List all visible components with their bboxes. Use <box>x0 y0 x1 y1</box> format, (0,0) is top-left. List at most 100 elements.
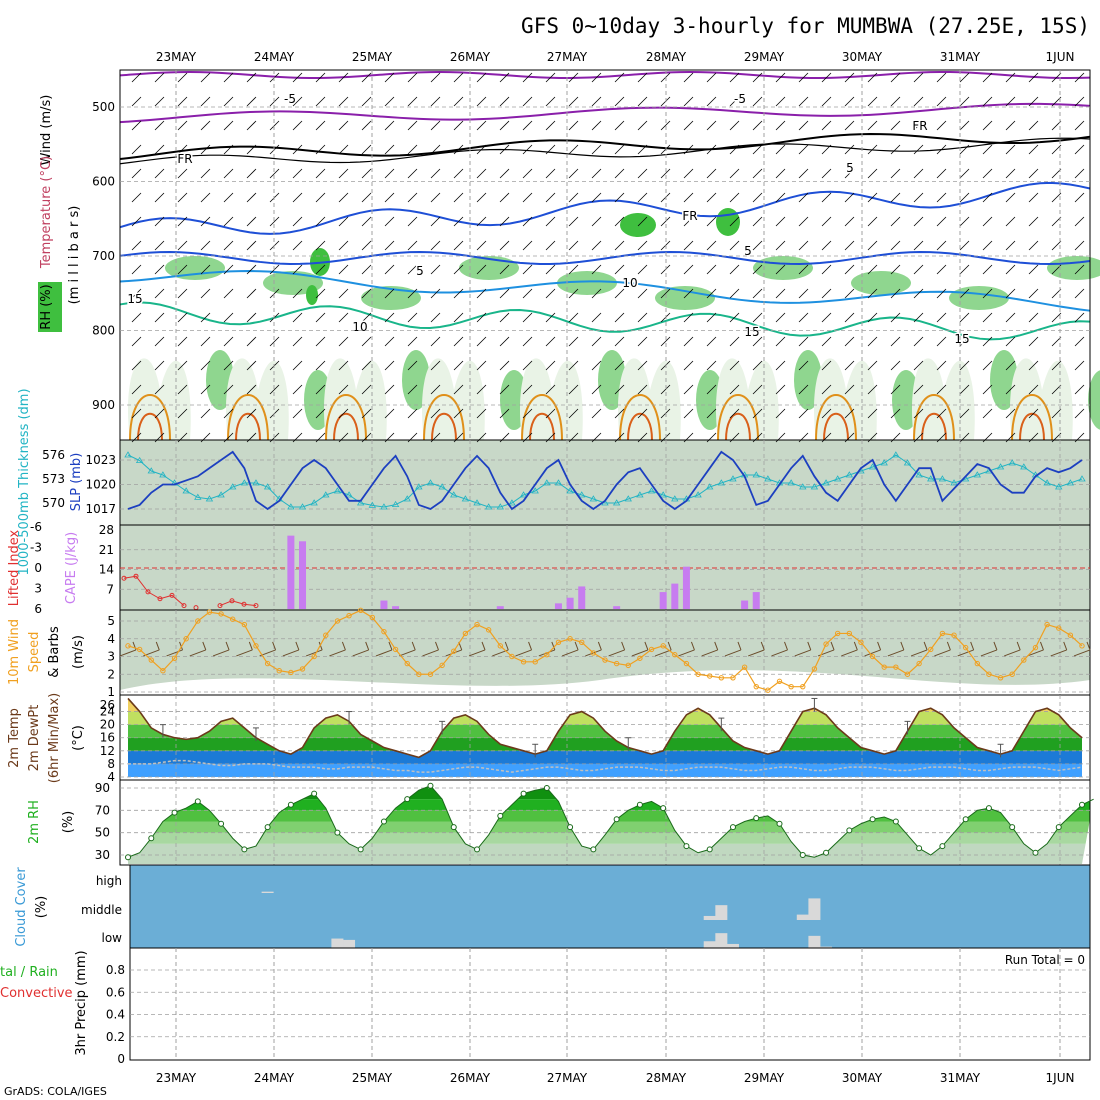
wind-barb <box>1028 384 1039 395</box>
upper-ytick: 600 <box>92 175 115 189</box>
wind-barb <box>568 144 579 155</box>
wind-barb <box>246 288 257 299</box>
lifted-index-marker <box>241 601 247 607</box>
wind-barb <box>637 264 648 275</box>
thickness-marker <box>822 479 830 486</box>
wind-barb <box>683 288 694 299</box>
wind-barb <box>545 264 556 275</box>
wind-barb <box>568 312 579 323</box>
wind-barb <box>453 360 464 371</box>
wind-barb <box>890 264 901 275</box>
cape-bar <box>682 566 690 609</box>
wind-barb <box>246 96 257 107</box>
wind-speed-marker <box>753 683 759 690</box>
rh-marker <box>543 785 550 791</box>
wind-barb <box>637 384 648 395</box>
wind-barb <box>384 264 395 275</box>
temp-contour-20 <box>521 394 563 441</box>
wind-barb <box>338 120 349 131</box>
thickness-marker <box>263 483 272 490</box>
temp-color-band <box>128 737 1082 751</box>
wind-barb <box>706 216 717 227</box>
wind-barb-feather <box>830 641 835 651</box>
wind-barb <box>1074 360 1085 371</box>
wind-barb <box>177 168 188 179</box>
thickness-marker <box>194 493 202 500</box>
wind-barb <box>798 336 809 347</box>
wind-barb <box>752 384 763 395</box>
wind-barb <box>890 192 901 203</box>
contour-label: 5 <box>744 244 752 258</box>
wind-barb <box>361 216 372 227</box>
wind-barb <box>315 240 326 251</box>
wind-barb <box>821 72 832 83</box>
wind-speed-marker <box>323 632 329 638</box>
wind-speed-marker <box>1009 671 1015 677</box>
wind-speed-marker <box>579 639 585 645</box>
wind-barb <box>223 192 234 203</box>
thickness-marker <box>554 479 563 486</box>
wind-barb <box>338 336 349 347</box>
wind-barb <box>959 360 970 371</box>
wind-barb <box>499 216 510 227</box>
cape-bar <box>671 583 679 609</box>
wind-ytick: 3 <box>107 650 115 664</box>
contour-label: 15 <box>127 292 142 306</box>
wind-barb <box>545 120 556 131</box>
wind-barb-shaft <box>724 649 742 657</box>
wind-barb <box>959 312 970 323</box>
wind-barb <box>614 312 625 323</box>
rh-ylabel-unit: (%) <box>61 811 76 834</box>
thickness-marker <box>810 483 819 490</box>
wind-barb <box>292 240 303 251</box>
wind-barb-shaft <box>678 649 695 657</box>
wind-barb <box>706 144 717 155</box>
wind-barb <box>936 312 947 323</box>
wind-barb <box>1051 192 1062 203</box>
cape-bar <box>566 597 574 609</box>
wind-barb <box>499 408 510 419</box>
wind-barb <box>384 312 395 323</box>
wind-barb <box>982 144 993 155</box>
wind-speed-line <box>127 609 1083 691</box>
wind-barb <box>177 408 188 419</box>
wind-barb-feather <box>272 641 277 651</box>
temp-ylabel-a: 2m Temp <box>7 708 22 768</box>
wind-barb <box>752 120 763 131</box>
wind-barb <box>568 192 579 203</box>
slp-ylabel: SLP (mb) <box>69 453 84 512</box>
wind-barb-feather <box>644 641 649 651</box>
wind-barb <box>982 336 993 347</box>
wind-barb <box>269 336 280 347</box>
thickness-marker <box>217 491 225 498</box>
wind-barb <box>177 360 188 371</box>
wind-barb <box>706 360 717 371</box>
wind-barb <box>637 96 648 107</box>
wind-barb <box>637 192 648 203</box>
rh-marker <box>985 805 992 812</box>
wind-barb-shaft <box>841 649 858 657</box>
wind-barb <box>591 96 602 107</box>
thickness-marker <box>717 479 726 486</box>
wind-barb <box>936 408 947 419</box>
wind-speed-marker <box>171 655 178 661</box>
thickness-marker <box>624 495 632 502</box>
wind-speed-marker <box>800 683 806 690</box>
rh-marker <box>1055 824 1062 831</box>
thickness-marker <box>438 483 446 490</box>
wind-barb <box>361 168 372 179</box>
slp-line <box>127 450 1083 511</box>
wind-barb <box>499 72 510 83</box>
wind-barb <box>890 288 901 299</box>
wind-barb <box>959 72 970 83</box>
wind-speed-marker <box>672 652 678 658</box>
wind-barb <box>729 168 740 179</box>
wind-barb-shaft <box>1073 649 1091 657</box>
wind-barb-feather <box>784 641 788 651</box>
wind-barb <box>269 216 280 227</box>
wind-barb <box>223 360 234 371</box>
wind-barb <box>200 144 211 155</box>
wind-speed-marker <box>1032 644 1039 651</box>
wind-barb <box>890 240 901 251</box>
